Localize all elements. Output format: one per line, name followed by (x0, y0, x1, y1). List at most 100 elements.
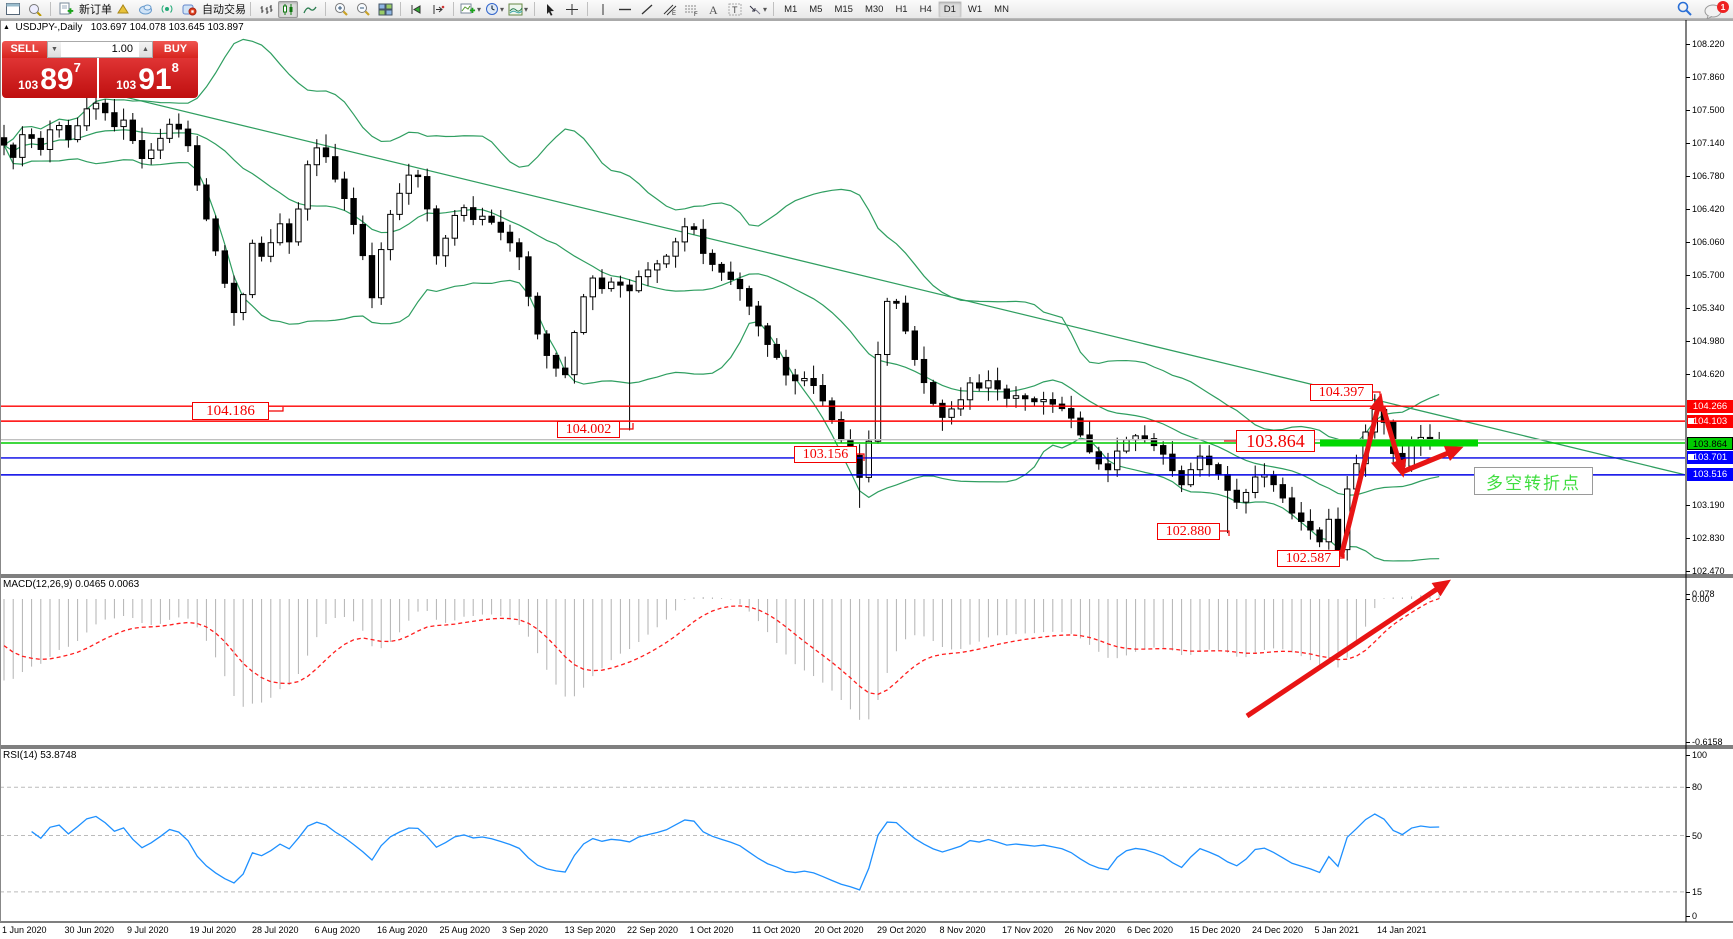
rsi-tick-label: 100 (1692, 750, 1708, 760)
market-watch-icon[interactable] (25, 1, 45, 18)
sell-price-small: 103 (18, 78, 39, 92)
turning-point-note[interactable]: 多空转折点 (1474, 467, 1593, 495)
crosshair-icon[interactable] (562, 1, 582, 18)
new-order-icon[interactable] (56, 1, 76, 18)
new-order-label[interactable]: 新订单 (79, 4, 112, 16)
date-tick-label: 29 Oct 2020 (877, 925, 927, 935)
price-annotation-label[interactable]: 102.880 (1157, 523, 1220, 540)
notification-badge: 1 (1717, 1, 1729, 13)
line-handle-marker (1688, 454, 1694, 461)
main-toolbar: 新订单 自动交易 ▾ ▾ ▾ E F A T ▾ M1 M5 M15 M30 H1 H4 D (0, 0, 1733, 21)
svg-text:A: A (709, 3, 718, 16)
volume-decrease-button[interactable]: ▼ (48, 42, 61, 57)
indicators-icon[interactable]: ▾ (459, 1, 482, 18)
timeframe-button-D1[interactable]: D1 (937, 0, 962, 18)
price-annotation-label[interactable]: 103.156 (794, 446, 857, 463)
volume-increase-button[interactable]: ▲ (139, 42, 152, 57)
search-icon[interactable] (1676, 1, 1693, 21)
vertical-line-icon[interactable] (593, 1, 613, 18)
buy-button[interactable]: BUY (153, 41, 198, 58)
price-annotation-label[interactable]: 104.186 (192, 402, 269, 420)
rsi-tickmark (1686, 835, 1690, 837)
mql-cloud-icon[interactable] (135, 1, 155, 18)
line-handle-marker (1688, 417, 1694, 424)
date-tick-label: 13 Sep 2020 (564, 925, 616, 935)
date-tick-label: 15 Dec 2020 (1189, 925, 1241, 935)
timeframe-button-M1[interactable]: M1 (784, 3, 798, 15)
autotrading-label[interactable]: 自动交易 (202, 4, 246, 16)
fibonacci-icon[interactable]: F (681, 1, 701, 18)
text-icon[interactable]: A (703, 1, 723, 18)
horizontal-line-icon[interactable] (615, 1, 635, 18)
bar-chart-icon[interactable] (256, 1, 276, 18)
zoom-in-icon[interactable] (331, 1, 351, 18)
price-line-tag: 104.103 (1687, 414, 1733, 428)
rsi-tickmark (1686, 891, 1690, 893)
date-tick-label: 19 Jul 2020 (189, 925, 237, 935)
rsi-tickmark (1686, 916, 1690, 917)
navigator-icon[interactable] (113, 1, 133, 18)
auto-scroll-icon[interactable] (406, 1, 426, 18)
tile-windows-icon[interactable] (375, 1, 395, 18)
arrows-icon[interactable]: ▾ (747, 1, 768, 18)
chart-window-icon[interactable] (3, 1, 23, 18)
sell-button[interactable]: SELL (2, 41, 47, 58)
price-annotation-label[interactable]: 104.397 (1310, 384, 1373, 401)
date-tick-label: 20 Oct 2020 (814, 925, 864, 935)
price-annotation-label[interactable]: 103.864 (1236, 430, 1315, 452)
signals-icon[interactable] (157, 1, 177, 18)
channel-icon[interactable]: E (659, 1, 679, 18)
price-tick-label: 104.980 (1692, 335, 1725, 346)
cursor-icon[interactable] (540, 1, 560, 18)
price-tick-label: 107.860 (1692, 71, 1725, 82)
price-annotation-label[interactable]: 104.002 (557, 421, 620, 438)
symbol-period-label: USDJPY-,Daily (15, 22, 83, 33)
sell-price-big: 89 (40, 63, 74, 96)
toolbar-separator (453, 2, 454, 16)
price-tickmark (1686, 504, 1690, 506)
buy-price[interactable]: 103 91 8 (99, 58, 196, 98)
sell-price[interactable]: 103 89 7 (2, 58, 99, 98)
price-annotation-label[interactable]: 102.587 (1277, 550, 1340, 567)
timeframe-button-M30[interactable]: M30 (864, 3, 884, 15)
one-click-trading-panel: SELL ▼ 1.00 ▲ BUY 103 89 7 103 91 8 (2, 41, 198, 98)
date-tick-label: 26 Nov 2020 (1064, 925, 1116, 935)
timeframe-button-MN[interactable]: MN (994, 3, 1009, 15)
date-tick-label: 9 Jul 2020 (127, 925, 169, 935)
symbol-collapse-marker[interactable]: ▲ (3, 24, 10, 31)
volume-input[interactable]: 1.00 (111, 43, 133, 55)
toolbar-separator (325, 2, 326, 16)
timeframe-button-M15[interactable]: M15 (834, 3, 853, 15)
notifications-icon[interactable]: 1 (1703, 1, 1729, 20)
timeframe-button-M5[interactable]: M5 (809, 3, 823, 15)
timeframe-button-H4[interactable]: H4 (919, 3, 932, 15)
autotrading-icon[interactable] (179, 1, 199, 18)
chart-shift-icon[interactable] (428, 1, 448, 18)
toolbar-separator (400, 2, 401, 16)
timeframe-button-H1[interactable]: H1 (895, 3, 908, 15)
price-line-tag: 103.864 (1687, 436, 1733, 450)
volume-spinner: ▼ 1.00 ▲ (47, 41, 153, 58)
price-tickmark (1686, 142, 1690, 144)
timeframe-button-W1[interactable]: W1 (967, 3, 983, 15)
toolbar-separator (773, 2, 775, 16)
price-tickmark (1686, 570, 1690, 572)
date-tick-label: 24 Dec 2020 (1252, 925, 1304, 935)
templates-icon[interactable]: ▾ (507, 1, 529, 18)
rsi-label: RSI(14) 53.8748 (3, 750, 77, 761)
price-tick-label: 108.220 (1692, 39, 1725, 49)
macd-tickmark (1686, 594, 1690, 596)
price-tick-label: 106.780 (1692, 170, 1725, 181)
price-tick-label: 105.700 (1692, 269, 1725, 280)
price-tickmark (1686, 208, 1690, 210)
toolbar-separator (50, 2, 51, 16)
candle-chart-icon[interactable] (278, 0, 298, 18)
trendline-icon[interactable] (637, 1, 657, 18)
line-chart-icon[interactable] (300, 1, 320, 18)
label-icon[interactable]: T (725, 1, 745, 18)
buy-price-big: 91 (138, 63, 172, 96)
zoom-out-icon[interactable] (353, 1, 373, 18)
periods-icon[interactable]: ▾ (484, 1, 505, 18)
buy-price-small: 103 (116, 78, 137, 92)
